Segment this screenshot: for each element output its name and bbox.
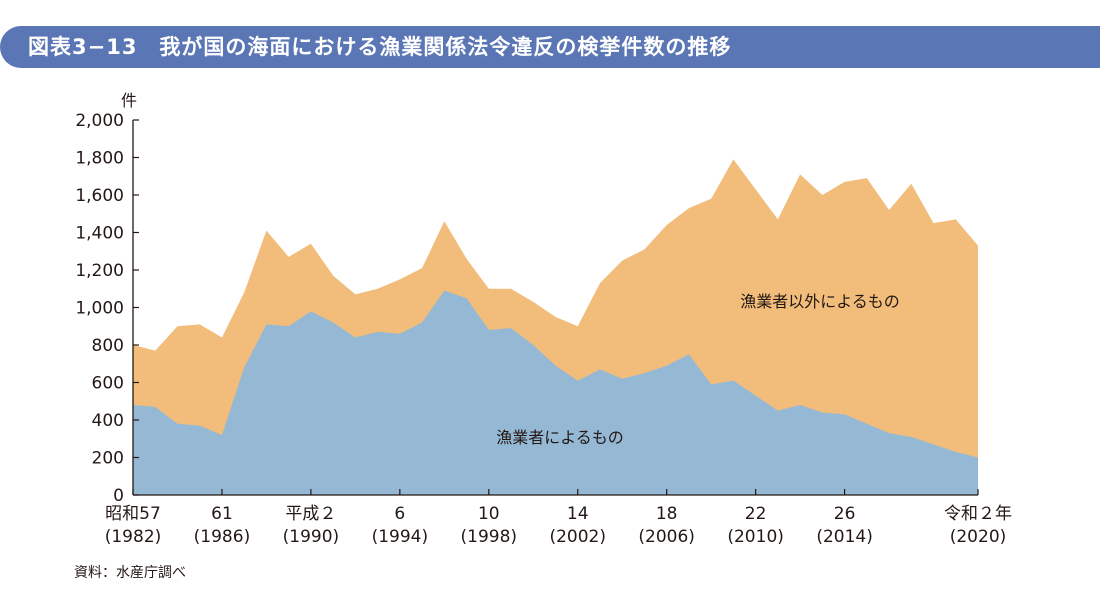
x-tick-label-year: (2006) (638, 527, 695, 547)
x-tick-label-year: (2002) (549, 527, 606, 547)
x-tick-label-era: 令和２年 (944, 504, 1012, 524)
x-tick-label-era: 10 (478, 504, 500, 524)
y-tick-label: 1,800 (75, 149, 124, 169)
y-tick-label: 800 (92, 336, 124, 356)
x-tick-label-era: 61 (211, 504, 233, 524)
y-tick-label: 1,400 (75, 224, 124, 244)
x-tick-label-era: 昭和57 (105, 504, 161, 524)
x-tick-label-era: 18 (656, 504, 678, 524)
x-tick-label-year: (1982) (105, 527, 162, 547)
y-tick-label: 2,000 (75, 111, 124, 131)
y-tick-label: 1,600 (75, 186, 124, 206)
series-label-fishermen: 漁業者によるもの (496, 428, 624, 447)
series-area-fishermen (133, 290, 978, 495)
source-note: 資料：水産庁調べ (74, 565, 186, 581)
x-tick-label-era: 26 (834, 504, 856, 524)
y-tick-label: 600 (92, 374, 124, 394)
series-label-non-fishermen: 漁業者以外によるもの (740, 292, 900, 311)
x-tick-label-year: (2014) (816, 527, 873, 547)
x-tick-label-year: (2010) (727, 527, 784, 547)
y-tick-label: 200 (92, 449, 124, 469)
y-axis-label: 件 (121, 91, 137, 110)
x-tick-label-year: (1986) (194, 527, 251, 547)
title-bar-shape (0, 26, 1100, 68)
title-bar (0, 26, 1100, 68)
y-tick-label: 1,200 (75, 261, 124, 281)
x-tick-label-era: 14 (567, 504, 589, 524)
x-tick-label-era: 22 (745, 504, 767, 524)
x-tick-label-year: (2020) (950, 527, 1007, 547)
x-tick-label-year: (1994) (372, 527, 429, 547)
y-tick-label: 400 (92, 411, 124, 431)
title-bar-fill (0, 26, 1100, 68)
x-tick-label-era: 平成２ (285, 504, 336, 524)
x-tick-label-year: (1990) (283, 527, 340, 547)
chart-title: 図表3−13 我が国の海面における漁業関係法令違反の検挙件数の推移 (28, 35, 732, 59)
y-tick-label: 1,000 (75, 299, 124, 319)
y-tick-label: 0 (113, 486, 124, 506)
x-tick-label-era: 6 (394, 504, 405, 524)
x-tick-label-year: (1998) (461, 527, 518, 547)
